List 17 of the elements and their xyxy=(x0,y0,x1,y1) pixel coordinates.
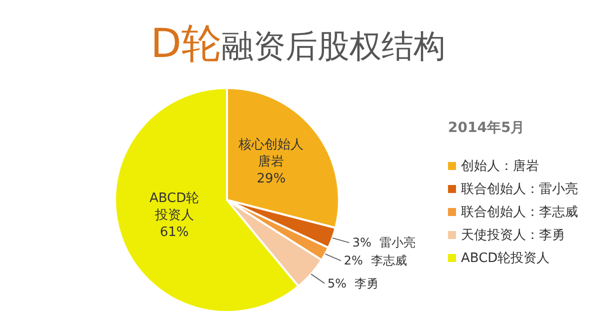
legend-label: ABCD轮投资人 xyxy=(460,250,551,266)
data-label: 5% xyxy=(328,276,347,290)
legend-label: 创始人：唐岩 xyxy=(460,158,540,174)
data-label: 61% xyxy=(160,224,189,240)
data-label: 3% xyxy=(352,236,372,250)
legend-label: 联合创始人：雷小亮 xyxy=(460,180,578,198)
text: 雷小亮 xyxy=(379,236,416,250)
legend-label: 天使投资人：李勇 xyxy=(460,226,566,244)
text: 核心创始人唐岩 xyxy=(238,136,304,170)
text: ABCD轮投资人 xyxy=(149,190,200,223)
legend-title: 2014年5月 xyxy=(448,118,526,136)
text: 李志威 xyxy=(370,254,407,268)
text: 李勇 xyxy=(354,276,379,290)
chart-title: D轮融资后股权结构 xyxy=(150,20,446,69)
data-label: 2% xyxy=(344,254,363,268)
data-label: 29% xyxy=(256,172,286,187)
legend-label: 联合创始人：李志威 xyxy=(460,204,578,220)
